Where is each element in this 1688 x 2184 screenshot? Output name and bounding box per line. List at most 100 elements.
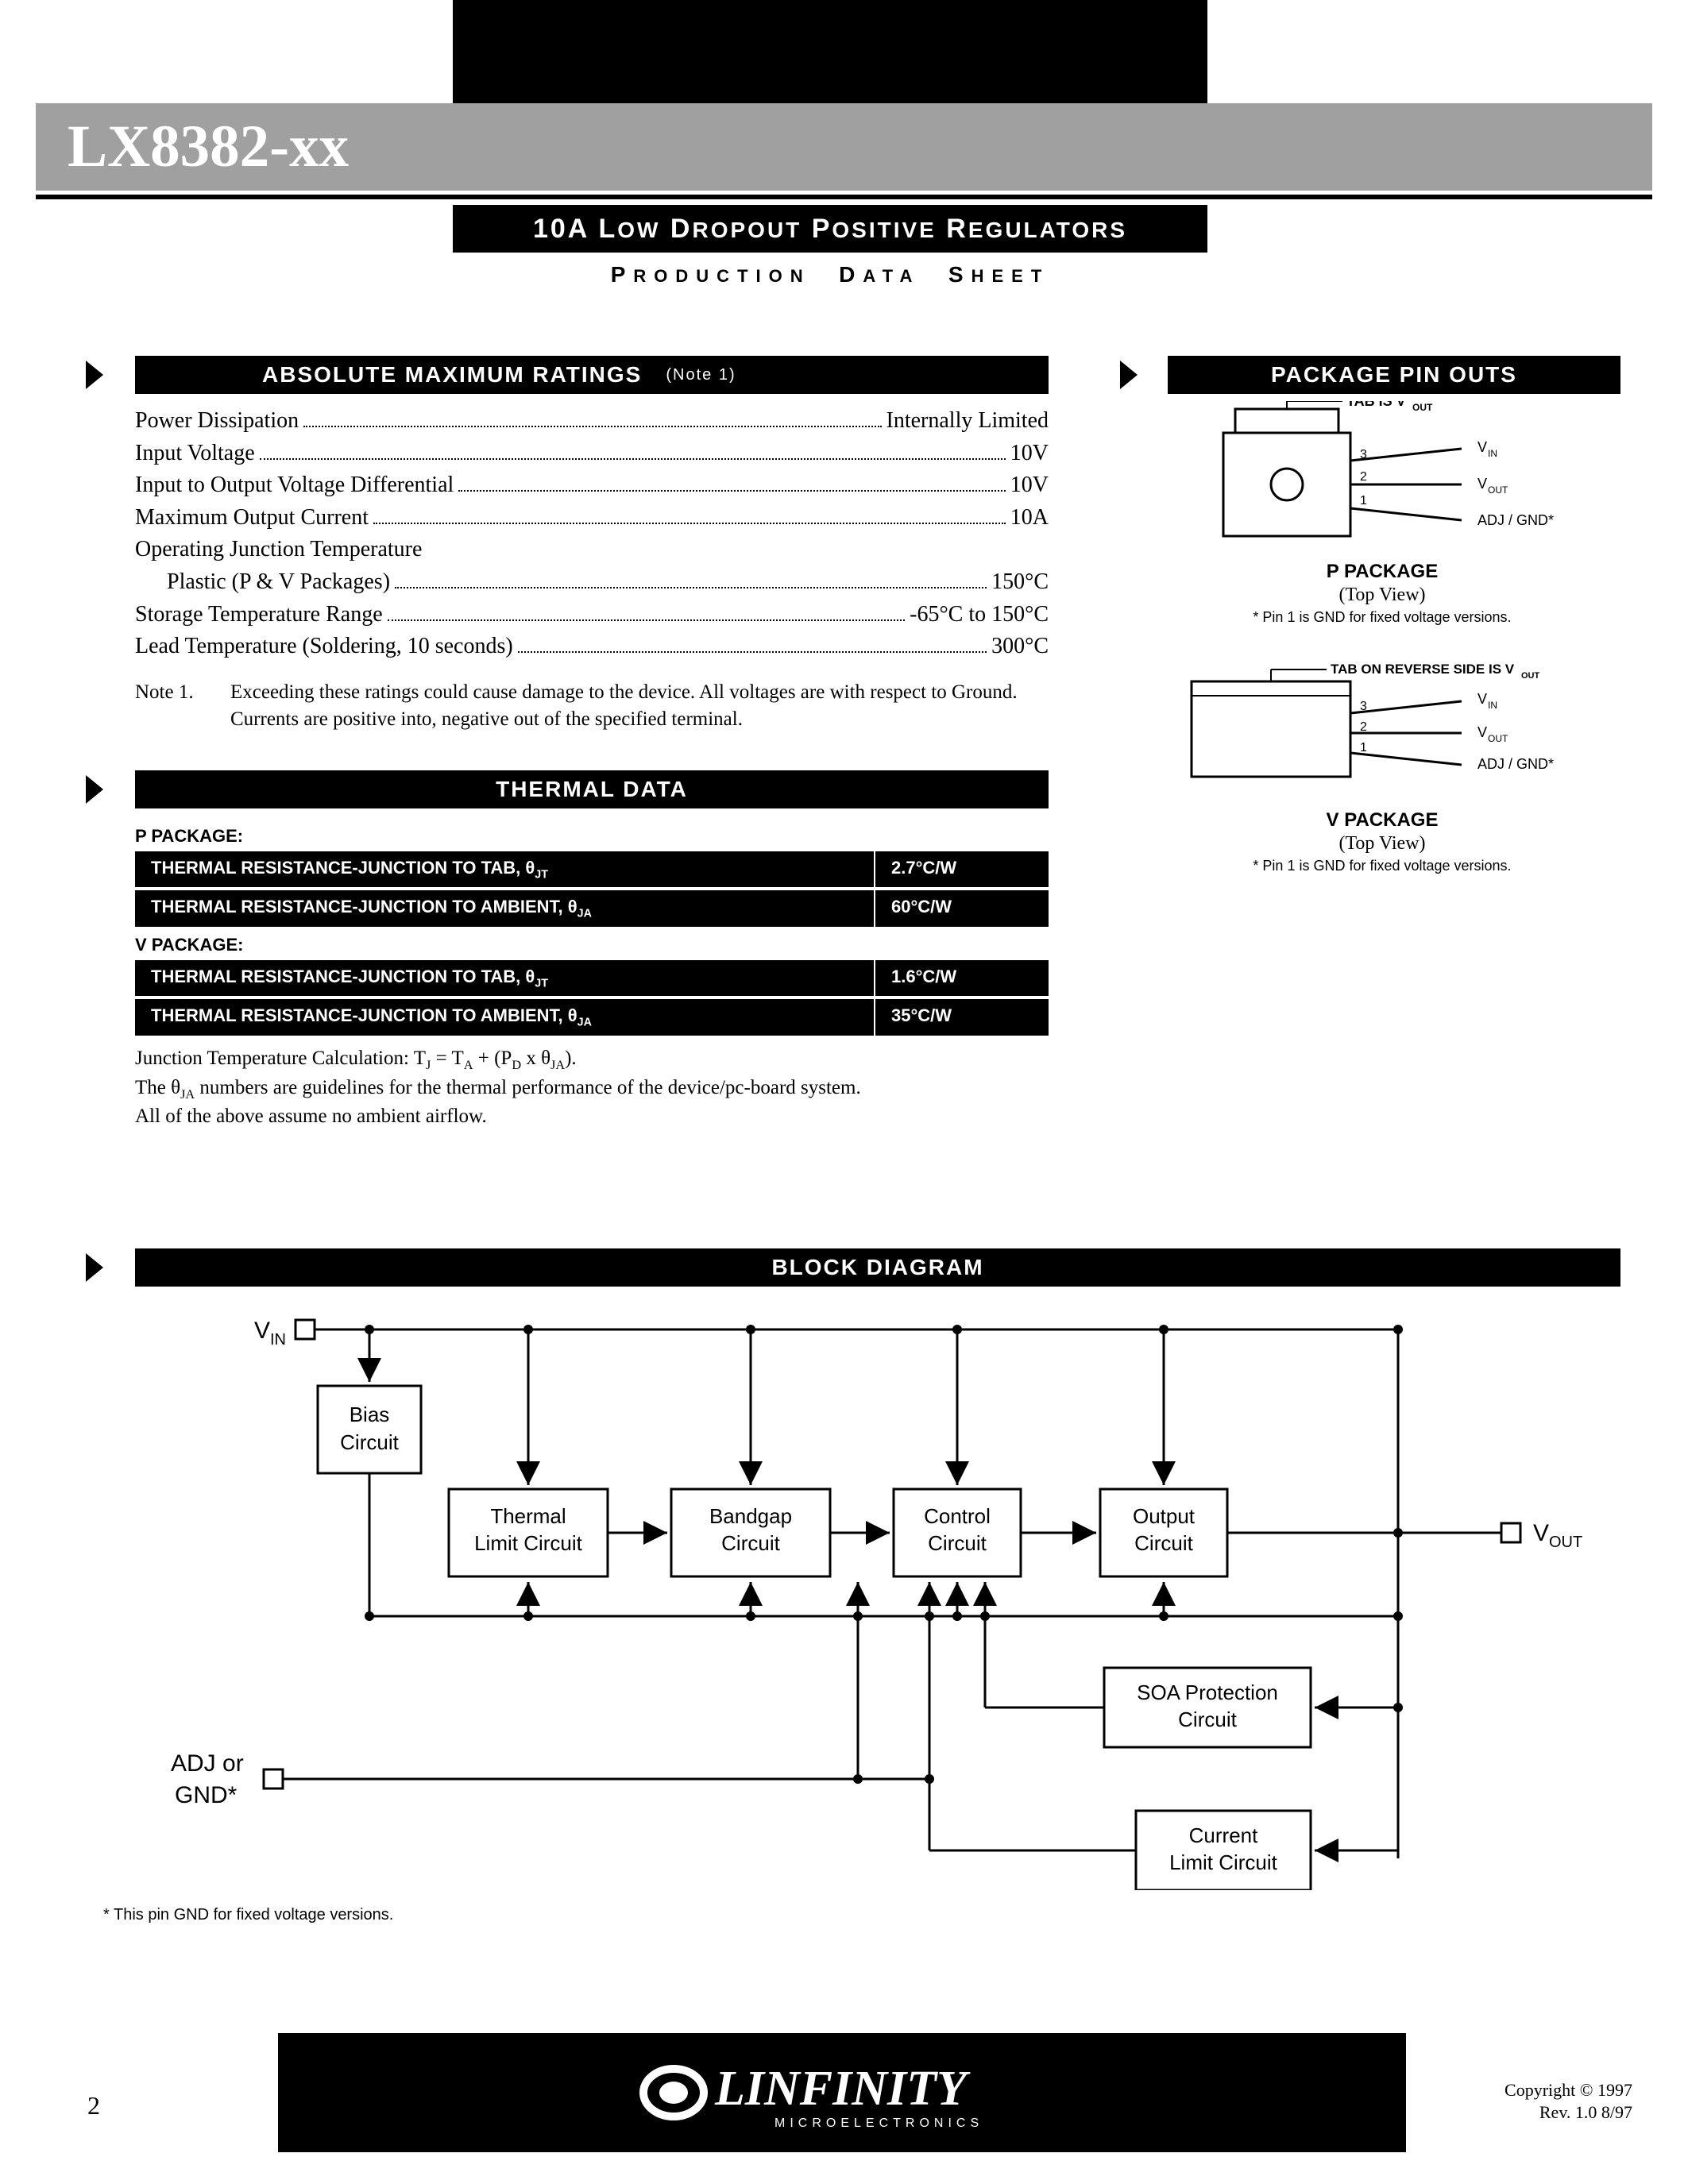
- p-package-footnote: * Pin 1 is GND for fixed voltage version…: [1144, 609, 1620, 626]
- svg-text:V: V: [254, 1318, 270, 1344]
- v-package-label: V PACKAGE:: [135, 935, 1049, 955]
- top-black-bar: [453, 0, 1207, 103]
- dotted-leader: [395, 587, 987, 588]
- ratings-title: ABSOLUTE MAXIMUM RATINGS: [262, 362, 642, 388]
- thermal-row: THERMAL RESISTANCE-JUNCTION TO TAB, θJT1…: [135, 960, 1049, 996]
- footer-copyright: Copyright © 1997 Rev. 1.0 8/97: [1505, 2079, 1632, 2124]
- p-package-caption: P PACKAGE: [1144, 561, 1620, 583]
- svg-text:Circuit: Circuit: [1134, 1531, 1193, 1555]
- svg-text:1: 1: [1360, 741, 1367, 754]
- rating-value: -65°C to 150°C: [910, 599, 1049, 631]
- dotted-leader: [458, 490, 1005, 492]
- svg-text:Circuit: Circuit: [1178, 1707, 1237, 1731]
- rating-label: Input to Output Voltage Differential: [135, 469, 454, 502]
- dotted-leader: [260, 458, 1006, 460]
- svg-text:3: 3: [1360, 448, 1367, 461]
- svg-text:Current: Current: [1189, 1823, 1258, 1847]
- arrow-icon: [86, 1253, 103, 1282]
- thermal-title: THERMAL DATA: [496, 777, 688, 802]
- svg-text:V: V: [1477, 724, 1487, 740]
- svg-text:Bandgap: Bandgap: [709, 1504, 792, 1528]
- footer-brand-bar: LINFINITY MICROELECTRONICS: [278, 2033, 1406, 2152]
- ratings-header: ABSOLUTE MAXIMUM RATINGS (Note 1): [135, 356, 1049, 394]
- pinouts-title: PACKAGE PIN OUTS: [1271, 362, 1517, 388]
- svg-text:ADJ or: ADJ or: [171, 1750, 244, 1777]
- thermal-content: P PACKAGE: THERMAL RESISTANCE-JUNCTION T…: [135, 818, 1049, 1130]
- svg-text:V: V: [1477, 691, 1487, 707]
- rating-label: Lead Temperature (Soldering, 10 seconds): [135, 631, 513, 663]
- arrow-icon: [86, 775, 103, 804]
- svg-text:OUT: OUT: [1521, 671, 1540, 681]
- thermal-row: THERMAL RESISTANCE-JUNCTION TO TAB, θJT2…: [135, 851, 1049, 887]
- svg-text:2: 2: [1360, 470, 1367, 484]
- rating-label: Operating Junction Temperature: [135, 534, 422, 566]
- rating-value: 10A: [1010, 502, 1049, 534]
- svg-text:LINFINITY: LINFINITY: [714, 2062, 971, 2116]
- v-package-diagram: TAB ON REVERSE SIDE IS V OUT 3 2 1 VIN V…: [1144, 658, 1620, 801]
- dotted-leader: [303, 426, 881, 427]
- rating-row: Power Dissipation Internally Limited: [135, 405, 1049, 438]
- p-package-label: P PACKAGE:: [135, 826, 1049, 847]
- page-number: 2: [87, 2091, 100, 2120]
- production-line: PRODUCTION DATA SHEET: [453, 262, 1207, 287]
- rating-label: Plastic (P & V Packages): [167, 566, 390, 599]
- block-diagram-header: BLOCK DIAGRAM: [135, 1248, 1620, 1287]
- arrow-icon: [1120, 361, 1138, 389]
- title-underline: [36, 195, 1652, 199]
- svg-text:IN: IN: [1488, 700, 1497, 711]
- svg-text:OUT: OUT: [1549, 1534, 1582, 1551]
- thermal-row: THERMAL RESISTANCE-JUNCTION TO AMBIENT, …: [135, 999, 1049, 1035]
- svg-text:GND*: GND*: [175, 1782, 238, 1808]
- svg-text:MICROELECTRONICS: MICROELECTRONICS: [774, 2116, 983, 2130]
- rating-row: Storage Temperature Range -65°C to 150°C: [135, 599, 1049, 631]
- svg-text:Circuit: Circuit: [721, 1531, 780, 1555]
- dotted-leader: [373, 523, 1006, 524]
- svg-text:V: V: [1477, 476, 1487, 492]
- svg-text:TAB ON REVERSE SIDE IS V: TAB ON REVERSE SIDE IS V: [1331, 662, 1515, 677]
- subtitle-bar: 10A LOW DROPOUT POSITIVE REGULATORS: [453, 205, 1207, 253]
- svg-text:Control: Control: [924, 1504, 991, 1528]
- v-package-footnote: * Pin 1 is GND for fixed voltage version…: [1144, 858, 1620, 874]
- thermal-param: THERMAL RESISTANCE-JUNCTION TO AMBIENT, …: [135, 999, 874, 1035]
- copyright-line: Copyright © 1997: [1505, 2079, 1632, 2102]
- thermal-note-line: The θJA numbers are guidelines for the t…: [135, 1075, 1049, 1104]
- svg-text:ADJ / GND*: ADJ / GND*: [1477, 512, 1554, 528]
- svg-text:ADJ / GND*: ADJ / GND*: [1477, 756, 1554, 772]
- svg-text:TAB IS V: TAB IS V: [1346, 401, 1406, 409]
- svg-text:3: 3: [1360, 700, 1367, 713]
- thermal-header: THERMAL DATA: [135, 770, 1049, 808]
- pinout-area: TAB IS V OUT 3 2 1 VIN VOUT ADJ / GND* P…: [1144, 401, 1620, 874]
- thermal-note-line: All of the above assume no ambient airfl…: [135, 1103, 1049, 1130]
- rating-value: 10V: [1010, 469, 1049, 502]
- svg-text:OUT: OUT: [1488, 484, 1508, 496]
- thermal-param: THERMAL RESISTANCE-JUNCTION TO TAB, θJT: [135, 960, 874, 996]
- thermal-note-line: Junction Temperature Calculation: TJ = T…: [135, 1045, 1049, 1075]
- block-diagram-title: BLOCK DIAGRAM: [771, 1255, 983, 1280]
- rating-label: Maximum Output Current: [135, 502, 369, 534]
- svg-text:Bias: Bias: [350, 1403, 390, 1426]
- rating-row: Input to Output Voltage Differential 10V: [135, 469, 1049, 502]
- svg-text:2: 2: [1360, 720, 1367, 734]
- svg-text:Circuit: Circuit: [340, 1430, 399, 1454]
- dotted-leader: [388, 619, 906, 621]
- ratings-note: Note 1. Exceeding these ratings could ca…: [135, 679, 1049, 733]
- svg-text:IN: IN: [270, 1331, 286, 1349]
- v-package-subcaption: (Top View): [1144, 833, 1620, 855]
- rating-row: Operating Junction Temperature: [135, 534, 1049, 566]
- thermal-value: 60°C/W: [874, 890, 1049, 926]
- rating-row: Maximum Output Current 10A: [135, 502, 1049, 534]
- part-number: LX8382-xx: [68, 113, 349, 181]
- rating-value: 150°C: [991, 566, 1049, 599]
- p-package-subcaption: (Top View): [1144, 585, 1620, 606]
- block-diagram-footnote: * This pin GND for fixed voltage version…: [103, 1906, 393, 1924]
- svg-text:Output: Output: [1133, 1504, 1196, 1528]
- rating-row: Input Voltage10V: [135, 438, 1049, 470]
- rating-label: Power Dissipation: [135, 405, 299, 438]
- rating-value: Internally Limited: [886, 405, 1049, 438]
- rating-value: 300°C: [991, 631, 1049, 663]
- thermal-notes: Junction Temperature Calculation: TJ = T…: [135, 1045, 1049, 1131]
- block-diagram: VIN Bias Circuit Thermal Limit Circuit B…: [87, 1302, 1620, 1890]
- v-package-caption: V PACKAGE: [1144, 809, 1620, 832]
- rating-label: Storage Temperature Range: [135, 599, 383, 631]
- svg-text:Thermal: Thermal: [490, 1504, 566, 1528]
